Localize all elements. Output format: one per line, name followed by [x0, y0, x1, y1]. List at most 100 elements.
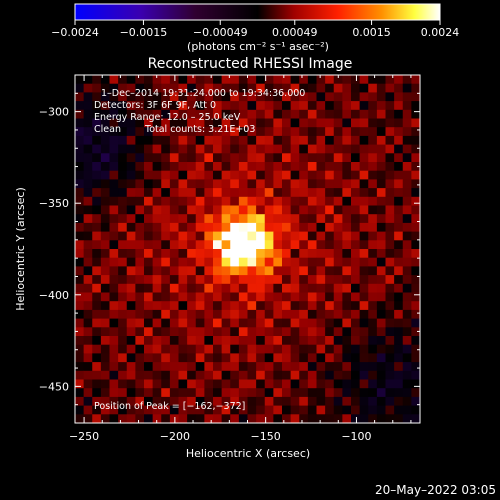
- heatmap-cell: [342, 275, 352, 285]
- heatmap-cell: [230, 353, 240, 363]
- heatmap-cell: [126, 362, 136, 372]
- heatmap-cell: [152, 336, 162, 346]
- heatmap-cell: [351, 240, 361, 250]
- heatmap-cell: [118, 144, 128, 154]
- heatmap-cell: [307, 240, 317, 250]
- heatmap-cell: [118, 275, 128, 285]
- heatmap-cell: [187, 188, 197, 198]
- heatmap-cell: [376, 266, 386, 276]
- heatmap-cell: [161, 214, 171, 224]
- heatmap-cell: [282, 222, 292, 232]
- heatmap-cell: [376, 92, 386, 102]
- heatmap-cell: [169, 292, 179, 302]
- heatmap-cell: [221, 109, 231, 119]
- heatmap-cell: [144, 396, 154, 406]
- heatmap-cell: [213, 162, 223, 172]
- heatmap-cell: [394, 370, 404, 380]
- heatmap-cell: [351, 388, 361, 398]
- heatmap-cell: [100, 379, 110, 389]
- heatmap-cell: [385, 162, 395, 172]
- heatmap-cell: [83, 318, 93, 328]
- heatmap-cell: [230, 214, 240, 224]
- heatmap-cell: [342, 214, 352, 224]
- heatmap-cell: [290, 414, 300, 424]
- heatmap-cell: [359, 179, 369, 189]
- heatmap-cell: [83, 292, 93, 302]
- heatmap-cell: [316, 388, 326, 398]
- heatmap-cell: [109, 292, 119, 302]
- heatmap-cell: [273, 196, 283, 206]
- heatmap-cell: [213, 127, 223, 137]
- heatmap-cell: [230, 240, 240, 250]
- heatmap-cell: [161, 83, 171, 93]
- heatmap-cell: [213, 75, 223, 85]
- heatmap-cell: [238, 144, 248, 154]
- heatmap-cell: [368, 275, 378, 285]
- heatmap-cell: [402, 353, 412, 363]
- heatmap-cell: [351, 162, 361, 172]
- heatmap-cell: [169, 135, 179, 145]
- heatmap-cell: [282, 414, 292, 424]
- heatmap-cell: [195, 127, 205, 137]
- heatmap-cell: [221, 301, 231, 311]
- heatmap-cell: [161, 162, 171, 172]
- heatmap-cell: [75, 118, 85, 128]
- heatmap-cell: [290, 144, 300, 154]
- heatmap-cell: [333, 318, 343, 328]
- heatmap-cell: [307, 101, 317, 111]
- heatmap-cell: [135, 170, 145, 180]
- heatmap-cell: [411, 231, 421, 241]
- heatmap-cell: [299, 188, 309, 198]
- heatmap-cell: [230, 370, 240, 380]
- heatmap-cell: [307, 214, 317, 224]
- heatmap-cell: [376, 144, 386, 154]
- heatmap-cell: [282, 379, 292, 389]
- heatmap-cell: [135, 162, 145, 172]
- heatmap-cell: [325, 301, 335, 311]
- heatmap-cell: [161, 292, 171, 302]
- heatmap-cell: [118, 162, 128, 172]
- heatmap-cell: [385, 101, 395, 111]
- heatmap-cell: [152, 275, 162, 285]
- heatmap-cell: [204, 405, 214, 415]
- heatmap-cell: [325, 266, 335, 276]
- heatmap-cell: [307, 144, 317, 154]
- heatmap-cell: [152, 362, 162, 372]
- heatmap-cell: [118, 414, 128, 424]
- heatmap-cell: [247, 222, 257, 232]
- heatmap-cell: [290, 205, 300, 215]
- heatmap-cell: [204, 162, 214, 172]
- heatmap-cell: [238, 388, 248, 398]
- heatmap-cell: [256, 222, 266, 232]
- heatmap-cell: [376, 222, 386, 232]
- heatmap-cell: [230, 75, 240, 85]
- heatmap-cell: [351, 370, 361, 380]
- heatmap-cell: [359, 127, 369, 137]
- heatmap-cell: [83, 135, 93, 145]
- heatmap-cell: [221, 266, 231, 276]
- heatmap-cell: [299, 379, 309, 389]
- heatmap-cell: [187, 396, 197, 406]
- heatmap-cell: [195, 162, 205, 172]
- heatmap-cell: [394, 396, 404, 406]
- heatmap-cell: [264, 405, 274, 415]
- heatmap-cell: [204, 336, 214, 346]
- heatmap-cell: [187, 170, 197, 180]
- heatmap-cell: [178, 396, 188, 406]
- heatmap-cell: [204, 388, 214, 398]
- heatmap-cell: [264, 101, 274, 111]
- heatmap-cell: [213, 318, 223, 328]
- heatmap-cell: [359, 214, 369, 224]
- heatmap-cell: [230, 222, 240, 232]
- heatmap-cell: [118, 205, 128, 215]
- heatmap-cell: [83, 362, 93, 372]
- heatmap-cell: [368, 231, 378, 241]
- heatmap-cell: [92, 205, 102, 215]
- heatmap-cell: [100, 92, 110, 102]
- y-axis-label: Heliocentric Y (arcsec): [14, 187, 27, 311]
- heatmap-cell: [75, 83, 85, 93]
- heatmap-cell: [144, 379, 154, 389]
- heatmap-cell: [230, 344, 240, 354]
- heatmap-cell: [299, 118, 309, 128]
- heatmap-cell: [264, 379, 274, 389]
